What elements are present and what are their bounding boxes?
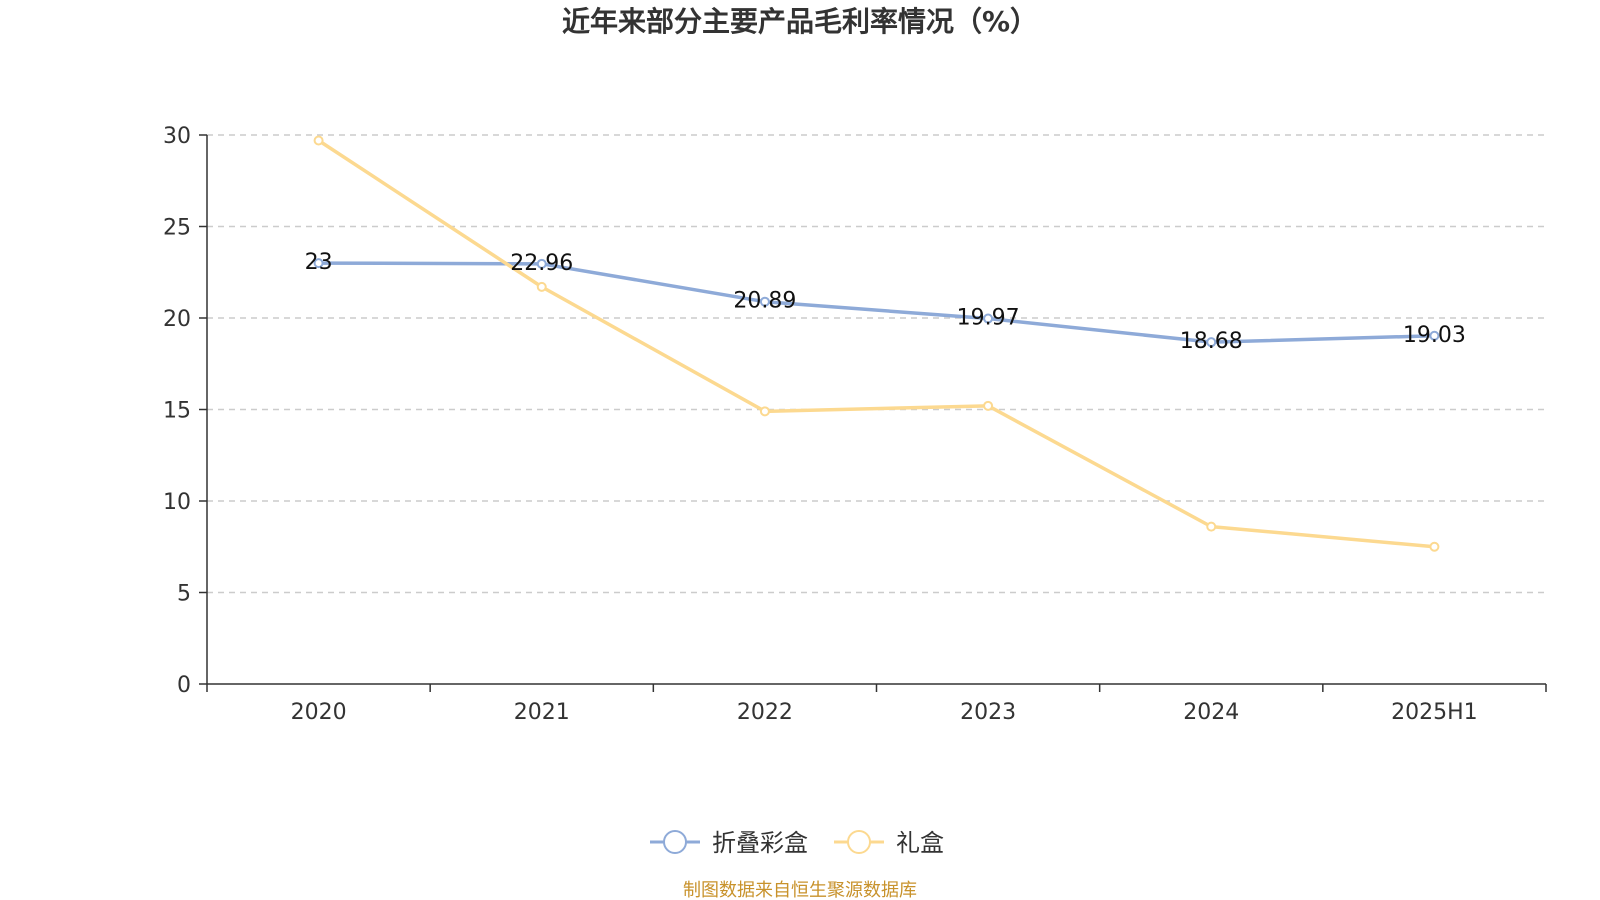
y-tick-label: 20 [163,307,191,332]
legend-label: 礼盒 [896,829,944,857]
legend-item-0[interactable]: 折叠彩盒 [650,829,808,857]
axes: 0 5 10 15 20 25 30 2020 2021 2022 2023 2024 2025H1 [163,124,1547,725]
data-point[interactable] [313,258,324,269]
data-point[interactable] [536,258,547,269]
data-point[interactable] [983,400,994,411]
data-label: 19.97 [957,306,1020,331]
x-tick-label: 2023 [960,700,1016,725]
x-tick-label: 2024 [1183,700,1239,725]
data-point[interactable] [1206,337,1217,348]
series-lines [313,135,1440,552]
legend-label: 折叠彩盒 [712,829,808,857]
x-tick-label: 2025H1 [1391,700,1478,725]
data-label: 22.96 [510,251,573,276]
legend[interactable]: 折叠彩盒 礼盒 [650,829,944,857]
y-tick-label: 10 [163,490,191,515]
source-note: 制图数据来自恒生聚源数据库 [683,880,917,900]
x-tick-label: 2022 [737,700,793,725]
y-tick-label: 0 [177,673,191,698]
data-labels: 23 22.96 20.89 19.97 18.68 19.03 [305,250,1466,354]
data-point[interactable] [1206,521,1217,532]
y-tick-label: 5 [177,582,191,607]
series-line-0[interactable] [316,261,1437,344]
grid-lines [207,134,1546,594]
data-label: 18.68 [1180,329,1243,354]
y-tick-label: 30 [163,124,191,149]
x-tick-label: 2021 [514,700,570,725]
data-point[interactable] [759,406,770,417]
chart-title: 近年来部分主要产品毛利率情况（%） [561,5,1039,38]
data-point[interactable] [983,313,994,324]
data-point[interactable] [1429,330,1440,341]
x-tick-label: 2020 [291,700,347,725]
y-tick-label: 15 [163,399,191,424]
data-label: 23 [305,250,333,275]
legend-item-1[interactable]: 礼盒 [834,829,944,857]
data-point[interactable] [759,296,770,307]
y-tick-label: 25 [163,216,191,241]
series-line-1[interactable] [316,138,1437,549]
data-point[interactable] [313,135,324,146]
data-label: 19.03 [1403,323,1466,348]
data-point[interactable] [536,281,547,292]
legend-marker [663,830,687,854]
data-label: 20.89 [733,289,796,314]
legend-marker [847,830,871,854]
data-point[interactable] [1429,541,1440,552]
